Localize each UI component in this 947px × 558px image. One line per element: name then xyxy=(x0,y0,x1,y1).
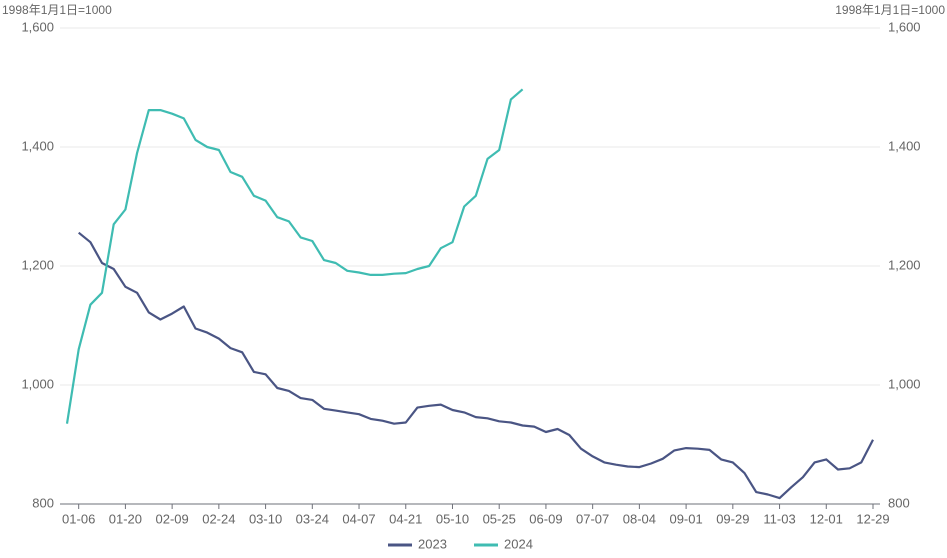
y-axis-label: 1998年1月1日=1000 xyxy=(2,3,112,17)
y-tick-label: 1,400 xyxy=(21,138,54,153)
y2-tick-label: 1,400 xyxy=(888,138,921,153)
y2-tick-label: 1,600 xyxy=(888,19,921,34)
x-tick-label: 08-04 xyxy=(623,511,656,526)
x-tick-label: 09-29 xyxy=(716,511,749,526)
y-tick-label: 1,200 xyxy=(21,257,54,272)
y2-tick-label: 1,000 xyxy=(888,376,921,391)
x-tick-label: 12-29 xyxy=(856,511,889,526)
x-tick-label: 01-20 xyxy=(109,511,142,526)
x-tick-label: 05-10 xyxy=(436,511,469,526)
y-tick-label: 1,600 xyxy=(21,19,54,34)
x-tick-label: 04-21 xyxy=(389,511,422,526)
x-tick-label: 02-24 xyxy=(202,511,235,526)
x-tick-label: 01-06 xyxy=(62,511,95,526)
x-tick-label: 03-10 xyxy=(249,511,282,526)
x-tick-label: 07-07 xyxy=(576,511,609,526)
x-tick-label: 11-03 xyxy=(763,511,795,526)
x-tick-label: 03-24 xyxy=(296,511,329,526)
line-series xyxy=(78,231,874,500)
x-tick-label: 06-09 xyxy=(529,511,562,526)
x-tick-label: 02-09 xyxy=(156,511,189,526)
legend-label: 2023 xyxy=(418,536,447,551)
y-tick-label: 1,000 xyxy=(21,376,54,391)
x-tick-label: 04-07 xyxy=(342,511,375,526)
y2-tick-label: 1,200 xyxy=(888,257,921,272)
x-tick-label: 09-01 xyxy=(669,511,702,526)
line-series xyxy=(65,88,524,424)
x-tick-label: 05-25 xyxy=(483,511,516,526)
y-tick-label: 800 xyxy=(32,495,54,510)
x-tick-label: 12-01 xyxy=(810,511,843,526)
legend-label: 2024 xyxy=(504,536,533,551)
y2-tick-label: 800 xyxy=(888,495,910,510)
y2-axis-label: 1998年1月1日=1000 xyxy=(835,3,945,17)
